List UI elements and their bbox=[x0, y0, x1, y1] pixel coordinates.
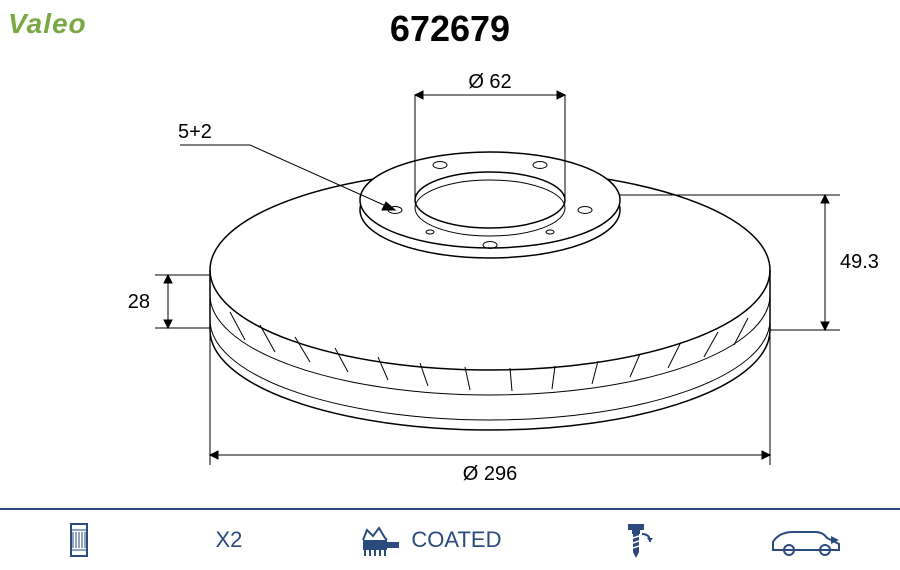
brand-logo: Valeo bbox=[8, 8, 87, 40]
quantity-label: X2 bbox=[216, 527, 243, 553]
part-number: 672679 bbox=[390, 8, 510, 50]
coating-label: COATED bbox=[411, 527, 501, 553]
outer-diameter-label: Ø 296 bbox=[463, 463, 517, 485]
screw-indicator bbox=[618, 520, 654, 560]
screw-icon bbox=[618, 520, 654, 560]
technical-diagram: Ø 62 5+2 28 49.3 bbox=[120, 60, 880, 500]
quantity-indicator: X2 bbox=[216, 527, 243, 553]
thickness-label: 28 bbox=[128, 291, 150, 313]
height-label: 49.3 bbox=[840, 251, 879, 273]
footer-bar: X2 COATED bbox=[0, 510, 900, 570]
brush-icon bbox=[359, 522, 403, 558]
coating-indicator: COATED bbox=[359, 522, 501, 558]
disc-type-icon bbox=[59, 520, 99, 560]
bolt-pattern-label: 5+2 bbox=[178, 121, 212, 143]
car-front-icon bbox=[771, 522, 841, 558]
vehicle-front-indicator bbox=[771, 522, 841, 558]
hub-diameter-label: Ø 62 bbox=[468, 71, 511, 93]
